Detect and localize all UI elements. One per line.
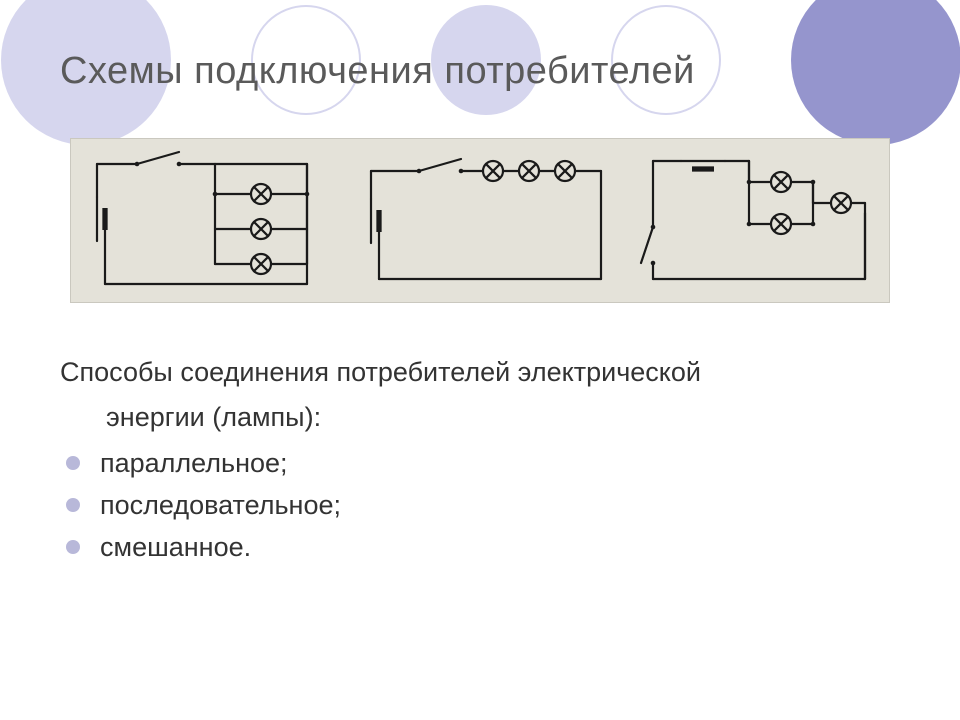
list-item: последовательное; (60, 485, 900, 527)
list-item: смешанное. (60, 527, 900, 569)
bullet-list: параллельное;последовательное;смешанное. (60, 443, 900, 569)
slide-content: Схемы подключения потребителей Способы с… (0, 0, 960, 599)
intro-text-2: энергии (лампы): (60, 398, 900, 437)
body-text: Способы соединения потребителей электрич… (60, 353, 900, 569)
circuit-panel (70, 138, 890, 303)
page-title: Схемы подключения потребителей (60, 50, 900, 93)
list-item: параллельное; (60, 443, 900, 485)
circuit-diagram (71, 139, 891, 304)
intro-text-1: Способы соединения потребителей электрич… (60, 353, 900, 392)
